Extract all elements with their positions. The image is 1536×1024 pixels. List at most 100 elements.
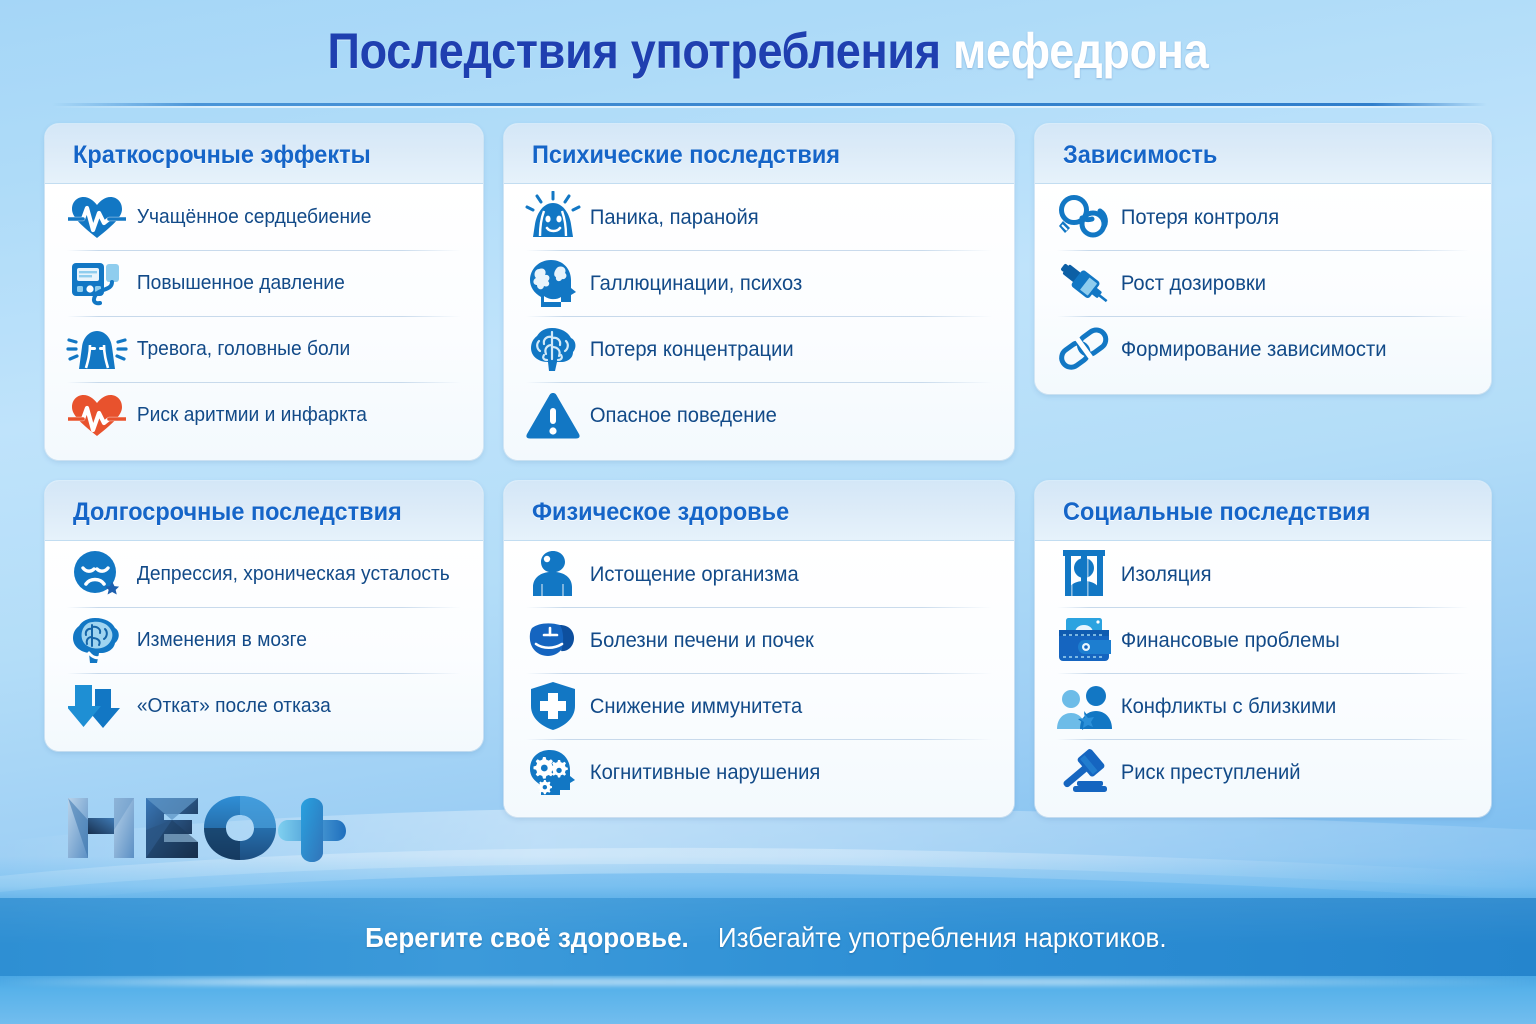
- card-physical-health: Физическое здоровье: [504, 481, 1014, 817]
- card-title: Краткосрочные эффекты: [73, 141, 371, 169]
- card-title: Физическое здоровье: [532, 498, 790, 526]
- wallet-icon: [1051, 612, 1117, 668]
- list-item-label: Потеря концентрации: [589, 337, 794, 361]
- footer-slogan: Берегите своё здоровье. Избегайте употре…: [0, 920, 1536, 956]
- list-item-label: Депрессия, хроническая усталость: [136, 562, 450, 585]
- list-item[interactable]: Когнитивные нарушения: [520, 739, 998, 805]
- list-item-label: Истощение организма: [589, 562, 799, 586]
- list-item-label: Когнитивные нарушения: [589, 760, 821, 784]
- card-mental-consequences: Психические последствия: [504, 124, 1014, 460]
- list-item[interactable]: Учащённое сердцебиение: [61, 184, 467, 250]
- list-item[interactable]: Паника, паранойя: [520, 184, 998, 250]
- list-item-label: Паника, паранойя: [589, 205, 759, 229]
- list-item-label: Повышенное давление: [136, 271, 345, 294]
- list-item-label: Болезни печени и почек: [589, 628, 814, 652]
- list-item-label: Рост дозировки: [1120, 271, 1267, 295]
- page-title: Последствия употребления мефедрона: [77, 22, 1459, 80]
- logo-neo-plus: [68, 796, 346, 862]
- list-item[interactable]: Опасное поведение: [520, 382, 998, 448]
- card-body: Истощение организма: [504, 541, 1014, 817]
- card-body: Изоляция: [1035, 541, 1491, 817]
- card-body: Паника, паранойя Га: [504, 184, 1014, 460]
- handcuffs-icon: [1051, 189, 1117, 245]
- list-item-label: Риск преступлений: [1120, 760, 1301, 784]
- prison-bars-icon: [1051, 546, 1117, 602]
- list-item[interactable]: Галлюцинации, психоз: [520, 250, 998, 316]
- list-item-label: Галлюцинации, психоз: [589, 271, 803, 295]
- card-long-term-consequences: Долгосрочные последствия: [45, 481, 483, 751]
- head-gears-icon: [520, 744, 586, 800]
- title-bar: Последствия употребления мефедрона: [0, 22, 1536, 80]
- list-item-label: Финансовые проблемы: [1120, 628, 1340, 652]
- list-item[interactable]: Болезни печени и почек: [520, 607, 998, 673]
- list-item[interactable]: Повышенное давление: [61, 250, 467, 316]
- panic-face-icon: [520, 189, 586, 245]
- list-item[interactable]: Риск преступлений: [1051, 739, 1475, 805]
- chain-link-icon: [1051, 321, 1117, 377]
- list-item[interactable]: Финансовые проблемы: [1051, 607, 1475, 673]
- heart-pulse-icon: [61, 189, 133, 245]
- cards-row-bottom: Долгосрочные последствия: [45, 481, 1491, 817]
- cards-grid: Краткосрочные эффекты Учащённ: [45, 124, 1491, 817]
- conflict-people-icon: [1051, 678, 1117, 734]
- page-title-accent: мефедрона: [953, 23, 1209, 79]
- card-social-consequences: Социальные последствия: [1035, 481, 1491, 817]
- card-short-term-effects: Краткосрочные эффекты Учащённ: [45, 124, 483, 460]
- card-header: Социальные последствия: [1035, 481, 1491, 541]
- title-divider: [52, 103, 1487, 108]
- card-addiction: Зависимость: [1035, 124, 1491, 394]
- list-item-label: Потеря контроля: [1120, 205, 1280, 229]
- shield-cross-icon: [520, 678, 586, 734]
- card-body: Депрессия, хроническая усталость: [45, 541, 483, 751]
- footer-slogan-bold: Берегите своё здоровье.: [364, 922, 689, 953]
- hallucination-head-icon: [520, 255, 586, 311]
- list-item-label: «Откат» после отказа: [136, 694, 331, 717]
- list-item[interactable]: Снижение иммунитета: [520, 673, 998, 739]
- list-item[interactable]: Рост дозировки: [1051, 250, 1475, 316]
- list-item-label: Тревога, головные боли: [136, 337, 351, 360]
- card-title: Психические последствия: [532, 141, 840, 169]
- list-item[interactable]: Изменения в мозге: [61, 607, 467, 673]
- list-item-label: Риск аритмии и инфаркта: [136, 403, 367, 426]
- footer-slogan-regular: Избегайте употребления наркотиков.: [717, 922, 1167, 953]
- list-item[interactable]: Тревога, головные боли: [61, 316, 467, 382]
- down-arrows-icon: [61, 678, 133, 734]
- warning-triangle-icon: [520, 387, 586, 443]
- card-title: Социальные последствия: [1063, 498, 1371, 526]
- cards-row-top: Краткосрочные эффекты Учащённ: [45, 124, 1491, 460]
- exhausted-body-icon: [520, 546, 586, 602]
- list-item[interactable]: Конфликты с близкими: [1051, 673, 1475, 739]
- list-item[interactable]: Потеря контроля: [1051, 184, 1475, 250]
- list-item-label: Снижение иммунитета: [589, 694, 803, 718]
- card-header: Психические последствия: [504, 124, 1014, 184]
- list-item-label: Опасное поведение: [589, 403, 777, 427]
- list-item-label: Формирование зависимости: [1120, 337, 1387, 361]
- headache-person-icon: [61, 321, 133, 377]
- list-item[interactable]: Истощение организма: [520, 541, 998, 607]
- card-body: Потеря контроля: [1035, 184, 1491, 394]
- list-item[interactable]: Изоляция: [1051, 541, 1475, 607]
- list-item[interactable]: Формирование зависимости: [1051, 316, 1475, 382]
- list-item[interactable]: Риск аритмии и инфаркта: [61, 382, 467, 448]
- syringe-icon: [1051, 255, 1117, 311]
- blood-pressure-monitor-icon: [61, 255, 133, 311]
- brain-changes-icon: [61, 612, 133, 668]
- list-item[interactable]: «Откат» после отказа: [61, 673, 467, 739]
- gavel-icon: [1051, 744, 1117, 800]
- sad-face-icon: [61, 546, 133, 602]
- list-item[interactable]: Потеря концентрации: [520, 316, 998, 382]
- card-header: Краткосрочные эффекты: [45, 124, 483, 184]
- list-item[interactable]: Депрессия, хроническая усталость: [61, 541, 467, 607]
- list-item-label: Учащённое сердцебиение: [136, 205, 372, 228]
- card-header: Физическое здоровье: [504, 481, 1014, 541]
- card-body: Учащённое сердцебиение: [45, 184, 483, 460]
- card-header: Зависимость: [1035, 124, 1491, 184]
- page-title-main: Последствия употребления: [327, 23, 942, 79]
- list-item-label: Конфликты с близкими: [1120, 694, 1337, 718]
- card-title: Зависимость: [1063, 141, 1218, 169]
- list-item-label: Изменения в мозге: [136, 628, 307, 651]
- liver-kidney-icon: [520, 612, 586, 668]
- heart-attack-icon: [61, 387, 133, 443]
- brain-icon: [520, 321, 586, 377]
- card-header: Долгосрочные последствия: [45, 481, 483, 541]
